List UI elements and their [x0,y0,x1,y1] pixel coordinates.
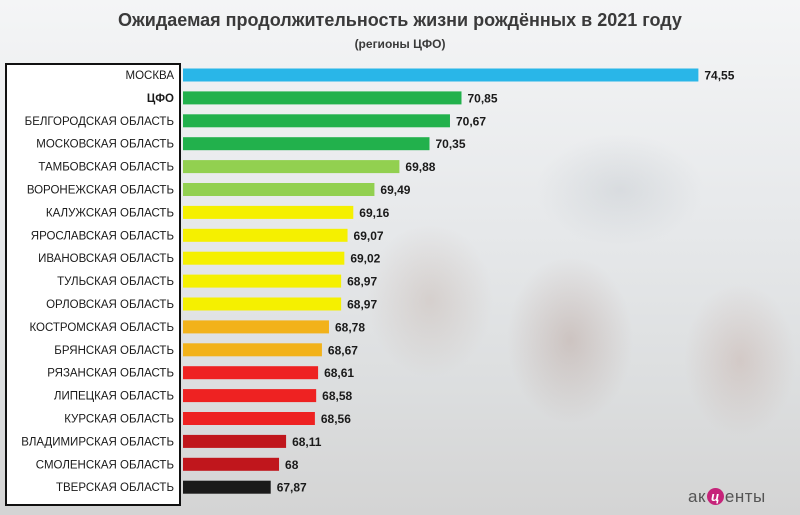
category-label: ТУЛЬСКАЯ ОБЛАСТЬ [57,276,174,288]
logo-text-left: ак [688,487,706,506]
category-label-panel [5,63,181,506]
akcenty-logo: ак ц енты [688,487,766,507]
category-label: ВОРОНЕЖСКАЯ ОБЛАСТЬ [27,185,174,197]
bar [183,457,280,471]
bar [183,114,450,128]
chart-subtitle: (регионы ЦФО) [354,37,446,51]
category-label: ОРЛОВСКАЯ ОБЛАСТЬ [46,299,174,311]
bar [183,68,699,82]
bar [183,480,271,494]
category-label: БЕЛГОРОДСКАЯ ОБЛАСТЬ [25,116,174,128]
value-label: 70,35 [435,137,465,151]
bar [183,183,375,196]
value-label: 70,85 [468,91,498,105]
bar [183,366,319,380]
bar [183,251,345,265]
bar [183,205,354,219]
value-label: 69,02 [350,252,380,266]
category-label: ЯРОСЛАВСКАЯ ОБЛАСТЬ [31,230,174,242]
value-label: 69,16 [359,206,389,220]
category-label: ЛИПЕЦКАЯ ОБЛАСТЬ [54,391,174,403]
value-label: 68,67 [328,343,358,357]
bar [183,91,462,105]
value-label: 68,11 [292,435,322,449]
category-label: ТАМБОВСКАЯ ОБЛАСТЬ [38,162,174,174]
bar [183,160,400,174]
value-label: 68,56 [321,412,351,426]
value-label: 69,49 [380,183,410,197]
value-label: 68 [285,458,299,472]
value-label: 74,55 [704,69,734,83]
value-label: 68,58 [322,389,352,403]
logo-mark: ц [706,488,724,505]
category-label: СМОЛЕНСКАЯ ОБЛАСТЬ [36,459,174,471]
value-label: 68,61 [324,366,354,380]
bar [183,412,315,425]
bar [183,320,329,334]
value-label: 69,07 [354,229,384,243]
value-label: 70,67 [456,114,486,128]
value-label: 69,88 [405,160,435,174]
bar [183,343,322,357]
bar [183,137,430,151]
bar [183,297,342,311]
bar [183,389,317,403]
category-label: БРЯНСКАЯ ОБЛАСТЬ [54,345,174,357]
category-label: КУРСКАЯ ОБЛАСТЬ [64,414,174,426]
bar [183,274,342,288]
category-label: ИВАНОВСКАЯ ОБЛАСТЬ [38,253,174,265]
category-label: РЯЗАНСКАЯ ОБЛАСТЬ [47,368,174,380]
value-label: 67,87 [277,481,307,495]
value-label: 68,97 [347,298,377,312]
bar [183,434,287,448]
category-label: ВЛАДИМИРСКАЯ ОБЛАСТЬ [21,436,174,448]
value-label: 68,97 [347,275,377,289]
chart-title: Ожидаемая продолжительность жизни рождён… [118,10,682,30]
category-label: МОСКОВСКАЯ ОБЛАСТЬ [36,139,174,151]
category-label: МОСКВА [126,70,175,82]
category-label: ЦФО [147,93,174,105]
value-label: 68,78 [335,320,365,334]
category-label: КОСТРОМСКАЯ ОБЛАСТЬ [29,322,174,334]
category-label: КАЛУЖСКАЯ ОБЛАСТЬ [46,207,174,219]
category-label: ТВЕРСКАЯ ОБЛАСТЬ [56,482,174,494]
logo-text-right: енты [724,487,766,506]
bar [183,228,348,242]
